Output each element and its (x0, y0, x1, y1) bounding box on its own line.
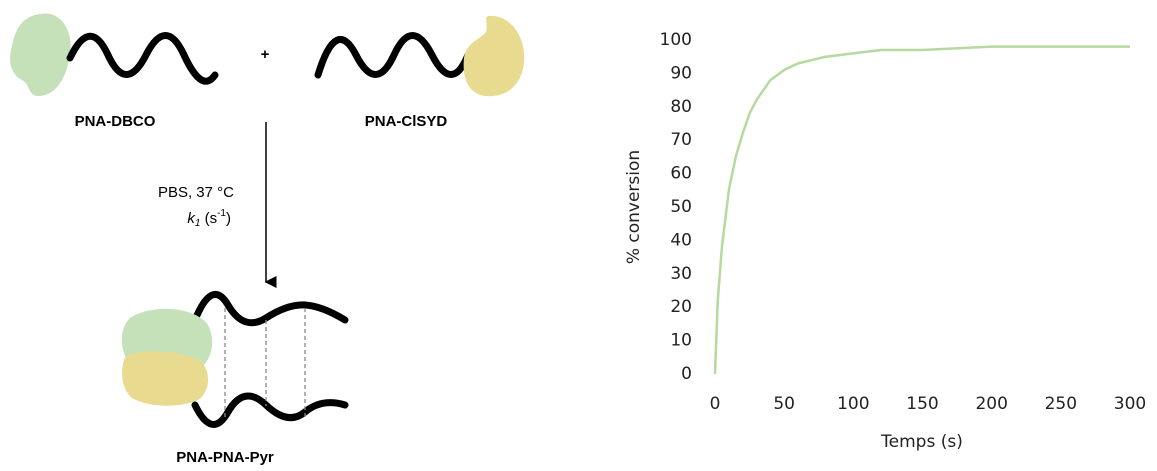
x-tick-label: 250 (1045, 394, 1077, 414)
reactant-label: PNA-DBCO (75, 113, 156, 130)
product-label: PNA-PNA-Pyr (176, 449, 274, 466)
rate-exponent: -1 (217, 208, 226, 219)
y-tick-label: 50 (670, 197, 692, 217)
rate-subscript: 1 (195, 218, 201, 229)
data-line (713, 45, 1130, 375)
y-tick-label: 30 (670, 264, 692, 284)
y-tick-label: 0 (681, 364, 692, 384)
strand (191, 392, 349, 428)
x-tick-label: 300 (1114, 394, 1146, 414)
yellow-blob (463, 15, 525, 97)
rate-close: ) (226, 210, 231, 227)
strand (314, 32, 472, 79)
y-tick-label: 40 (670, 230, 692, 250)
x-tick-label: 100 (837, 394, 869, 414)
plus: + (261, 46, 270, 63)
y-tick-label: 70 (670, 130, 692, 150)
rate-symbol: k (187, 210, 196, 227)
rate-constant: k1 (s-1) (187, 208, 231, 229)
strand (66, 32, 219, 85)
y-axis-title: % conversion (624, 150, 644, 264)
x-tick-label: 200 (975, 394, 1007, 414)
strand (191, 291, 349, 327)
reactant-label: PNA-ClSYD (365, 113, 448, 130)
rate-unit: (s (200, 210, 217, 227)
y-tick-label: 20 (670, 297, 692, 317)
y-tick-label: 10 (670, 331, 692, 351)
y-tick-label: 90 (670, 63, 692, 83)
y-tick-label: 60 (670, 164, 692, 184)
green-blob (10, 13, 71, 97)
x-axis-title: Temps (s) (880, 432, 963, 452)
y-tick-label: 80 (670, 97, 692, 117)
x-tick-label: 150 (906, 394, 938, 414)
x-tick-label: 50 (773, 394, 795, 414)
y-tick-label: 100 (660, 30, 692, 50)
conditions: PBS, 37 °C (158, 184, 234, 201)
x-tick-label: 0 (710, 394, 721, 414)
yellow-blob (122, 351, 209, 406)
